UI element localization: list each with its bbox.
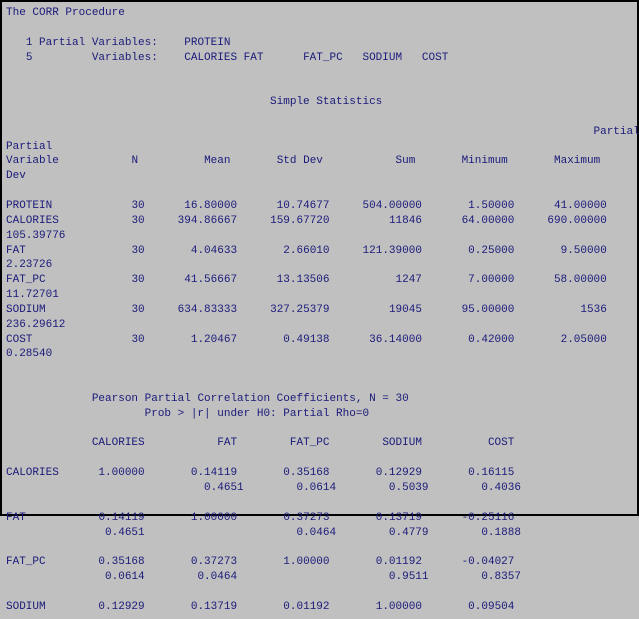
lbl-partial: 1 Partial Variables: bbox=[26, 37, 158, 49]
simple-stats-title: Simple Statistics bbox=[270, 96, 382, 108]
corr-row-fat: FAT 0.14119 1.00000 0.37273 0.13719 -0.2… bbox=[6, 512, 514, 524]
proc-title: The CORR Procedure bbox=[6, 7, 125, 19]
row-protein: PROTEIN 30 16.80000 10.74677 504.00000 1… bbox=[6, 200, 607, 212]
row-fatpc: FAT_PC 30 41.56667 13.13506 1247 7.00000… bbox=[6, 274, 639, 286]
val-vars: CALORIES FAT FAT_PC SODIUM COST bbox=[184, 52, 448, 64]
val-partial: PROTEIN bbox=[184, 37, 230, 49]
row-calories: CALORIES 30 394.86667 159.67720 11846 64… bbox=[6, 215, 639, 227]
corr-row-sodium: SODIUM 0.12929 0.13719 0.01192 1.00000 0… bbox=[6, 601, 514, 613]
row-fat: FAT 30 4.04633 2.66010 121.39000 0.25000… bbox=[6, 245, 639, 257]
row-cost: COST 30 1.20467 0.49138 36.14000 0.42000… bbox=[6, 334, 639, 346]
sas-output: The CORR Procedure 1 Partial Variables: … bbox=[2, 2, 637, 619]
corr-row-fatpc: FAT_PC 0.35168 0.37273 1.00000 0.01192 -… bbox=[6, 556, 514, 568]
corr-title-1: Pearson Partial Correlation Coefficients… bbox=[92, 393, 409, 405]
lbl-vars: 5 Variables: bbox=[26, 52, 158, 64]
corr-row-calories: CALORIES 1.00000 0.14119 0.35168 0.12929… bbox=[6, 467, 514, 479]
corr-title-2: Prob > |r| under H0: Partial Rho=0 bbox=[145, 408, 369, 420]
row-sodium: SODIUM 30 634.83333 327.25379 19045 95.0… bbox=[6, 304, 639, 316]
